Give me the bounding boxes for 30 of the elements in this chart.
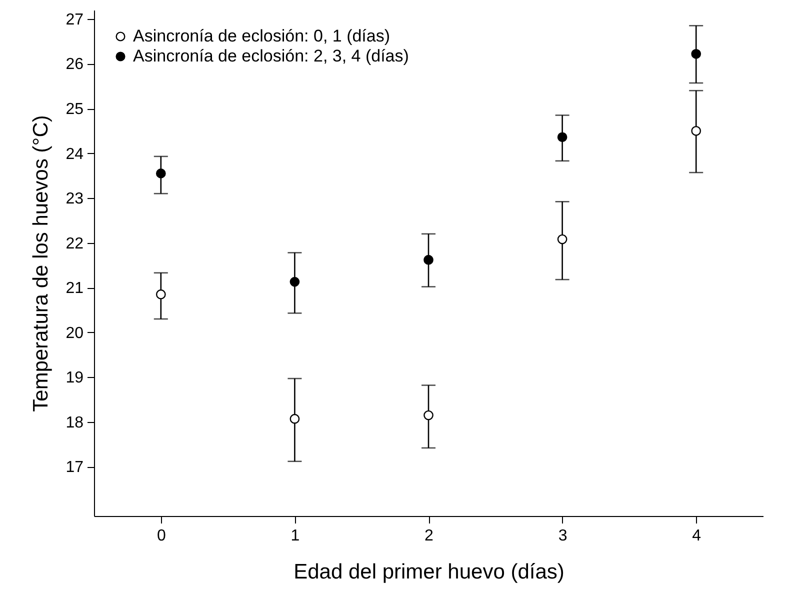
point xyxy=(557,132,568,142)
y-tick-label: 17 xyxy=(66,459,84,476)
point xyxy=(557,234,568,244)
point xyxy=(290,414,300,424)
y-tick-label: 19 xyxy=(66,370,84,387)
y-tick-label: 22 xyxy=(66,235,84,252)
point xyxy=(424,254,434,265)
x-axis-title: Edad del primer huevo (días) xyxy=(294,560,564,584)
x-tick-label: 4 xyxy=(692,528,702,544)
y-tick-label: 23 xyxy=(66,190,84,208)
x-tick-label: 3 xyxy=(558,528,568,544)
y-tick-label: 27 xyxy=(66,11,84,28)
x-tick-label: 2 xyxy=(424,528,434,544)
point xyxy=(290,276,300,287)
legend-label: Asincronía de eclosión: 2, 3, 4 (días) xyxy=(133,46,409,66)
y-tick-label: 26 xyxy=(66,56,84,74)
legend-label: Asincronía de eclosión: 0, 1 (días) xyxy=(133,26,390,46)
y-tick-label: 21 xyxy=(66,280,84,298)
y-tick-label: 25 xyxy=(66,101,84,118)
point xyxy=(156,289,166,300)
point xyxy=(156,168,166,178)
y-tick-label: 24 xyxy=(66,146,84,163)
x-tick-label: 1 xyxy=(290,528,300,544)
point xyxy=(691,48,702,59)
y-tick-label: 18 xyxy=(66,414,84,432)
y-tick-label: 20 xyxy=(66,324,84,342)
y-axis-title: Temperatura de los huevos (°C) xyxy=(30,115,53,412)
point xyxy=(424,410,434,420)
x-tick-label: 0 xyxy=(156,528,166,544)
point xyxy=(691,126,702,136)
